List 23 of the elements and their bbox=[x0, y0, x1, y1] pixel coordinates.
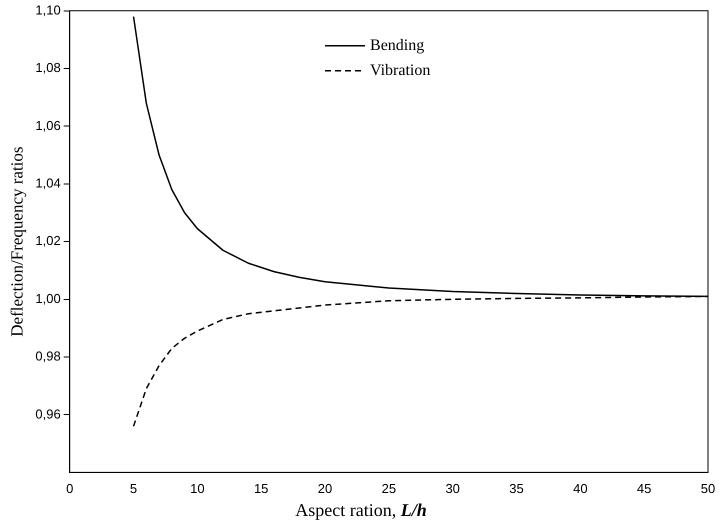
x-tick-label: 50 bbox=[700, 480, 716, 496]
x-tick-label: 30 bbox=[445, 480, 460, 496]
x-tick-label: 35 bbox=[509, 480, 524, 496]
x-tick-label: 10 bbox=[190, 480, 205, 496]
y-tick-label: 1,02 bbox=[35, 233, 61, 248]
x-tick-label: 20 bbox=[318, 480, 332, 496]
legend-label: Vibration bbox=[370, 62, 430, 80]
y-tick-label: 0,98 bbox=[35, 348, 61, 364]
x-tick-label: 0 bbox=[66, 480, 74, 496]
y-tick-label: 0,96 bbox=[35, 406, 61, 422]
legend-label: Bending bbox=[370, 37, 424, 54]
x-tick-label: 45 bbox=[636, 480, 652, 496]
x-tick-label: 15 bbox=[254, 480, 268, 496]
y-tick-label: 1,00 bbox=[35, 290, 61, 306]
y-tick-label: 1,04 bbox=[35, 175, 61, 190]
x-tick-label: 5 bbox=[130, 480, 138, 496]
y-axis-title: Deflection/Frequency ratios bbox=[8, 146, 27, 337]
y-tick-label: 1,08 bbox=[35, 60, 61, 76]
y-tick-label: 1,06 bbox=[35, 118, 61, 133]
y-tick-label: 1,10 bbox=[35, 2, 61, 18]
x-axis-title: Aspect ration, L/h bbox=[294, 500, 428, 521]
x-tick-label: 40 bbox=[573, 480, 588, 496]
x-tick-label: 25 bbox=[382, 480, 396, 496]
